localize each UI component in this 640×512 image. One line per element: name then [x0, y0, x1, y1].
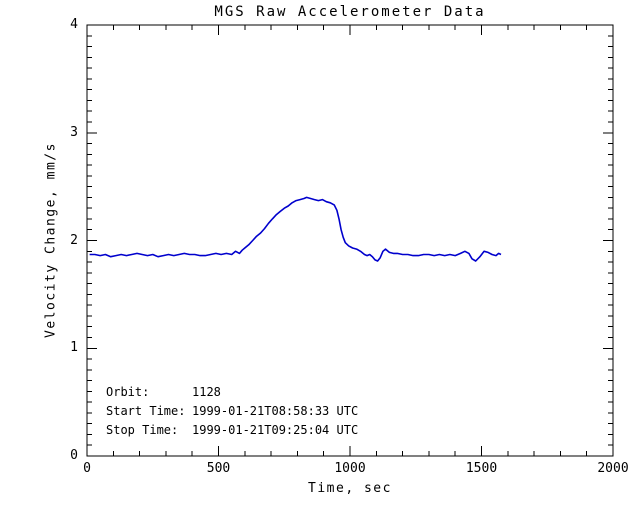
orbit-row: Orbit: 1128	[106, 383, 358, 402]
x-tick-label: 1500	[465, 461, 498, 476]
stop-time-label: Stop Time:	[106, 423, 179, 437]
orbit-value: 1128	[192, 385, 221, 399]
start-time-label: Start Time:	[106, 404, 186, 418]
orbit-label: Orbit:	[106, 385, 150, 399]
y-tick-label: 2	[70, 232, 78, 248]
y-tick-label: 1	[70, 340, 78, 356]
stop-time-row: Stop Time: 1999-01-21T09:25:04 UTC	[106, 421, 358, 440]
x-tick-label: 500	[206, 461, 231, 476]
x-tick-label: 1000	[334, 461, 366, 476]
start-time-row: Start Time: 1999-01-21T08:58:33 UTC	[106, 402, 358, 421]
chart-title: MGS Raw Accelerometer Data	[214, 4, 486, 20]
y-tick-label: 3	[70, 124, 78, 140]
y-tick-label: 4	[70, 17, 78, 32]
start-time-value: 1999-01-21T08:58:33 UTC	[192, 404, 359, 418]
x-tick-label: 2000	[597, 461, 629, 476]
axes	[86, 24, 614, 457]
y-tick-label: 0	[70, 448, 78, 463]
annotation-block: Orbit: 1128 Start Time: 1999-01-21T08:58:3…	[106, 383, 358, 440]
x-axis-label: Time, sec	[308, 481, 392, 496]
x-tick-label: 0	[83, 461, 91, 476]
stop-time-value: 1999-01-21T09:25:04 UTC	[192, 423, 359, 437]
velocity-change-line	[89, 196, 502, 262]
